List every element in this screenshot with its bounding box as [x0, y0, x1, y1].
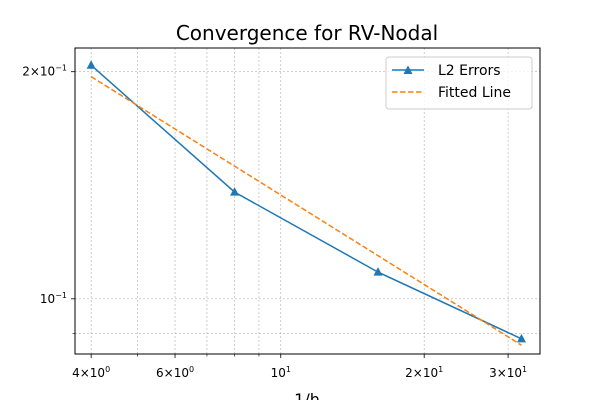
x-tick-label-4: 3×101 — [489, 365, 527, 380]
grid — [75, 48, 540, 354]
x-tick-label-2: 101 — [271, 365, 291, 380]
x-tick-label-1: 6×100 — [156, 365, 194, 380]
x-tick-label-0: 4×100 — [72, 365, 110, 380]
x-tick-label-3: 2×101 — [405, 365, 443, 380]
legend: L2 Errors Fitted Line — [385, 56, 533, 110]
legend-label-fitted-line: Fitted Line — [438, 85, 511, 101]
series-layer — [86, 60, 526, 346]
legend-label-l2-errors: L2 Errors — [438, 63, 501, 79]
data-point-l2-errors-1 — [230, 187, 240, 196]
y-tick-label-0: 2×10−1 — [22, 64, 67, 79]
plot-frame — [74, 47, 541, 355]
series-line-fitted-line — [90, 75, 522, 346]
legend-marker-l2-errors — [403, 65, 413, 74]
ticks: 4×100 6×100 101 2×101 3×101 2×10−1 10−1 — [22, 64, 527, 380]
series-line-l2-errors — [90, 64, 522, 340]
x-axis-label: 1/h — [294, 390, 320, 400]
data-point-l2-errors-2 — [373, 267, 383, 276]
y-tick-label-1: 10−1 — [40, 291, 67, 306]
data-point-l2-errors-0 — [86, 60, 96, 69]
data-point-l2-errors-3 — [516, 333, 526, 343]
chart-title: Convergence for RV-Nodal — [176, 21, 438, 45]
